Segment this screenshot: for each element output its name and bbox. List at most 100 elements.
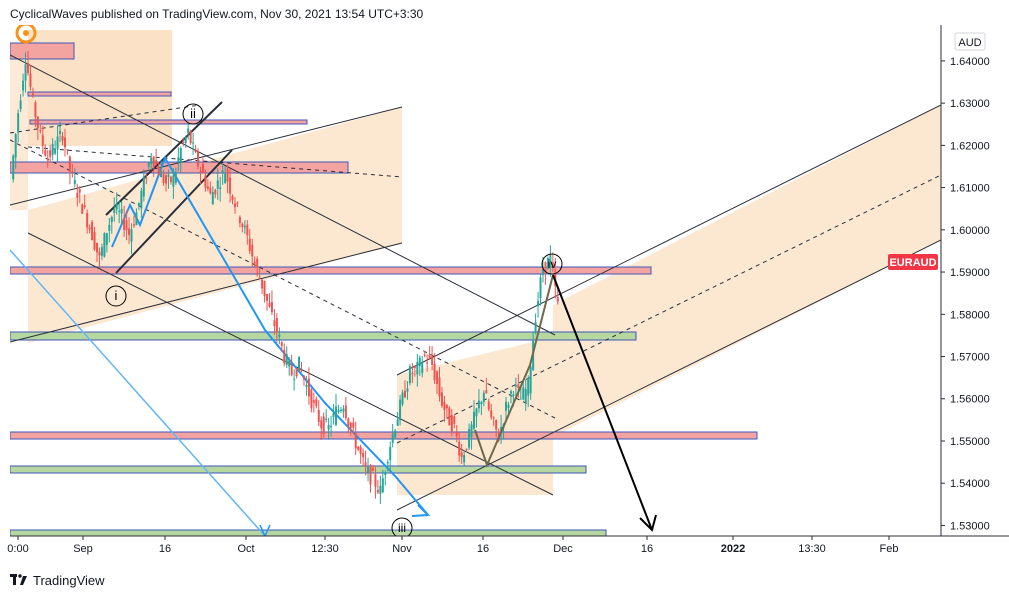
downtrend-channel-upper	[10, 54, 556, 336]
candle	[337, 404, 340, 414]
target-circle-icon	[15, 25, 37, 44]
price-tick-label: 1.58000	[950, 309, 990, 321]
rising-channel-lower	[10, 242, 403, 343]
zone-red-5	[10, 266, 652, 275]
candle	[288, 357, 291, 376]
candle	[197, 148, 200, 170]
wave-c-path	[474, 274, 554, 468]
candle	[169, 175, 172, 185]
candle	[231, 194, 234, 205]
candle	[258, 267, 261, 280]
candle	[362, 448, 365, 466]
candle	[49, 144, 52, 164]
time-axis[interactable]: 0:00 Sep 16 Oct 12:30 Nov 16 Dec 16 2022 13:30 Feb	[7, 536, 898, 555]
candle	[76, 183, 79, 207]
candle	[369, 464, 372, 493]
candle	[187, 121, 190, 140]
candle	[302, 374, 305, 386]
trendlines-group	[10, 54, 941, 511]
candle	[110, 215, 113, 234]
candle	[423, 350, 426, 358]
chart-area[interactable]: i ii iii iv	[0, 25, 1009, 565]
candle	[54, 140, 57, 156]
candle	[167, 169, 170, 189]
candle	[27, 50, 30, 76]
footer-brand[interactable]: TradingView	[10, 570, 105, 590]
price-axis[interactable]: 1.64000 1.63000 1.62000 1.61000 1.60000 1.590…	[941, 56, 990, 533]
candle	[458, 432, 461, 462]
candle	[310, 388, 313, 413]
price-tick-label: 1.63000	[950, 98, 990, 110]
rising-channel-mid	[27, 146, 403, 178]
candle	[201, 157, 204, 174]
candle	[440, 386, 443, 408]
candle	[347, 417, 350, 434]
wave-ii-channel-a	[115, 149, 233, 274]
candle	[61, 131, 64, 146]
candle	[160, 160, 163, 178]
svg-text:iv: iv	[548, 257, 557, 271]
candle	[485, 377, 488, 394]
candle	[243, 220, 246, 234]
candle	[86, 209, 89, 234]
candle	[194, 144, 197, 153]
price-tick-label: 1.54000	[950, 478, 990, 490]
candle	[278, 327, 281, 345]
time-tick-label: Dec	[553, 543, 573, 555]
time-tick-label: Oct	[237, 543, 254, 555]
candle	[438, 367, 441, 402]
top-dashed-line	[10, 104, 201, 134]
zone-red-3	[29, 119, 308, 125]
currency-label[interactable]: AUD	[954, 32, 986, 51]
symbol-price-badge[interactable]: EURAUD	[888, 254, 938, 270]
rising-channel-upper	[10, 106, 403, 206]
candle	[480, 400, 483, 416]
candle	[12, 154, 15, 183]
candle	[408, 364, 411, 386]
candle	[88, 224, 91, 234]
candle	[100, 243, 103, 261]
candle	[317, 399, 320, 427]
candle	[199, 166, 202, 185]
downtrend-channel-lower	[27, 232, 554, 496]
candle	[123, 205, 126, 237]
price-tick-label: 1.62000	[950, 140, 990, 152]
candle	[327, 417, 330, 440]
candle	[359, 444, 362, 464]
candle	[164, 172, 167, 192]
candle	[492, 416, 495, 427]
candle	[66, 149, 69, 155]
candle	[182, 137, 185, 147]
candle	[534, 313, 537, 335]
candle	[342, 405, 345, 418]
candle	[298, 356, 301, 372]
candle	[463, 450, 466, 466]
projection-arrow-line	[552, 274, 653, 531]
candle	[241, 222, 244, 233]
candle	[514, 377, 517, 399]
candle	[174, 167, 177, 185]
time-tick-label: 16	[477, 543, 489, 555]
candle	[261, 279, 264, 295]
candle	[34, 100, 37, 128]
candle	[335, 394, 338, 427]
projection-group	[474, 274, 657, 532]
candle	[391, 424, 394, 448]
candle	[152, 155, 155, 177]
price-tick-label: 1.64000	[950, 56, 990, 68]
svg-text:EURAUD: EURAUD	[889, 257, 936, 269]
candle	[418, 355, 421, 376]
candle	[546, 256, 549, 270]
candle	[549, 245, 552, 277]
candle	[404, 380, 407, 399]
candle	[283, 343, 286, 367]
candle	[130, 223, 133, 255]
candle	[465, 448, 468, 453]
price-chart-svg[interactable]: i ii iii iv	[0, 25, 1009, 565]
time-tick-label: 0:00	[7, 543, 28, 555]
impulse-wave-path	[111, 155, 429, 516]
candle	[71, 163, 74, 178]
candle	[472, 400, 475, 431]
candle	[256, 256, 259, 277]
candle	[443, 395, 446, 423]
